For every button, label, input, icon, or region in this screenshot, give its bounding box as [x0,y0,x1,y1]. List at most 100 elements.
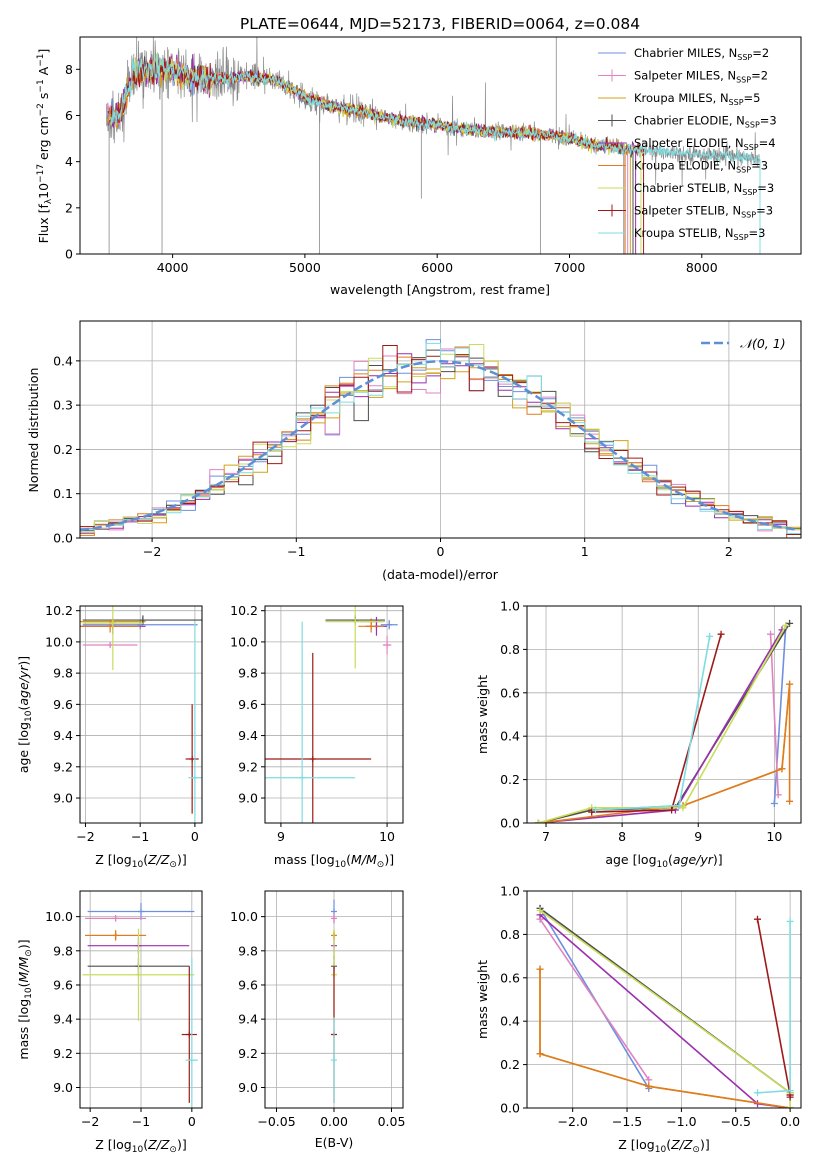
age-vs-mass-ytick-label: 9.6 [238,697,258,712]
age-vs-Z-ytick-label: 10.2 [45,603,73,618]
weight-vs-age-series-chabrier_elodie [538,622,791,823]
residuals-xtick-label: 2 [725,544,733,559]
spectrum-ytick-label: 6 [65,108,73,123]
age-vs-mass-plot-area [265,606,398,823]
residuals-ylabel: Normed distribution [26,368,41,493]
weight-vs-Z-xtick-label: −2.0 [557,1114,587,1129]
mass-vs-EBV-frame-group: −0.05 0.00 0.05 9.0 9.2 9.4 9.6 9.8 10.0 E(B-V) [230,890,405,1150]
legend-label-salpeter_elodie: Salpeter ELODIE, NSSP=4 [634,136,776,152]
legend-label-chabrier_stelib: Chabrier STELIB, NSSP=3 [634,181,774,197]
mass-vs-Z-ytick-label: 10.0 [45,909,73,924]
weight-vs-age-series-chabrier_miles [773,625,787,804]
legend-label-chabrier_miles: Chabrier MILES, NSSP=2 [634,46,769,62]
weight-vs-age-marker-salpeter_stelib [668,806,676,814]
weight-vs-Z-ytick-label: 0.0 [500,1101,520,1116]
residuals-ytick-label: 0.0 [53,531,73,546]
mass-vs-EBV-ytick-label: 9.4 [238,1012,258,1027]
mass-vs-EBV-ytick-label: 10.0 [230,909,258,924]
weight-vs-Z-series-salpeter_stelib [756,919,791,1098]
weight-vs-age-series-chabrier_stelib [538,625,787,823]
residuals-ytick-label: 0.1 [53,486,73,501]
weight-vs-Z-xlabel: Z [log10(Z/Z⊙)] [618,1137,709,1155]
mass-vs-Z-ylabel: mass [log10(M/M⊙)] [16,939,34,1059]
weight-vs-age-axes: 7 8 9 10 0.0 0.2 0.4 0.6 0.8 1.0 age [log10(age/yr… [475,599,802,870]
weight-vs-Z-marker-kroupa_elodie [645,1082,653,1090]
weight-vs-Z-ytick-label: 0.4 [500,1014,520,1029]
weight-vs-age-marker-kroupa_elodie [786,797,794,805]
mass-vs-Z-point-chabrier_miles [138,908,144,915]
mass-vs-Z-plot-area [82,902,198,1108]
mass-vs-EBV-xtick-label: 0.00 [320,1114,348,1129]
age-vs-mass-ytick-label: 10.2 [230,603,258,618]
weight-vs-age-ylabel: mass weight [475,675,490,754]
weight-vs-Z-ytick-label: 0.6 [500,970,520,985]
age-vs-mass-point-chabrier_stelib [352,618,359,625]
weight-vs-Z-series-kroupa_miles [539,969,791,1108]
spectrum-ytick-label: 2 [65,200,73,215]
mass-vs-Z-ytick-label: 9.0 [53,1080,73,1095]
spectrum-axes: 4000 5000 6000 7000 8000 0 2 4 6 8 Chabrier MILES,… [36,36,802,297]
age-vs-Z-ylabel: age [log10(age/yr)] [16,656,34,773]
normal-curve [80,360,799,532]
weight-vs-age-plot-area [534,619,794,823]
mass-vs-Z-xtick-label: 0 [188,1114,196,1129]
residuals-xtick-label: −2 [143,544,161,559]
age-vs-mass-point-salpeter_miles [384,642,391,649]
spectrum-xtick-label: 6000 [421,260,453,275]
weight-vs-Z-marker-salpeter_stelib [754,915,762,923]
age-vs-Z-ytick-label: 9.4 [53,728,73,743]
spectrum-ytick-label: 4 [65,154,73,169]
mass-vs-Z-ytick-label: 9.8 [53,943,73,958]
age-vs-Z-ytick-label: 9.6 [53,697,73,712]
weight-vs-Z-marker-kroupa_elodie [536,1050,544,1058]
weight-vs-age-marker-kroupa_stelib [592,806,599,814]
mass-vs-EBV-point-kroupa_stelib [331,1057,337,1064]
age-vs-mass-xlabel: mass [log10(M/M⊙)] [274,852,394,870]
weight-vs-age-marker-kroupa_elodie [786,680,794,688]
age-vs-Z-plot-area [80,606,202,823]
age-vs-Z-ytick-label: 10.0 [45,634,73,649]
age-vs-mass-point-chabrier_miles [386,621,393,628]
mass-vs-EBV-ytick-label: 9.8 [238,943,258,958]
weight-vs-Z-xtick-label: 0.0 [780,1114,800,1129]
weight-vs-age-marker-chabrier_elodie [786,619,794,627]
age-vs-Z-xtick-label: 0 [191,829,199,844]
residuals-axes: −2 −1 0 1 2 0.0 0.1 0.2 0.3 0.4 𝒩(0, 1) (data-model… [26,320,802,582]
legend-label-kroupa_miles: Kroupa MILES, NSSP=5 [634,91,760,107]
weight-vs-Z-frame [526,890,802,1109]
weight-vs-age-marker-salpeter_miles [767,630,775,638]
weight-vs-Z-series-chabrier_stelib [539,909,791,1108]
mass-vs-EBV-point-salpeter_miles [331,915,337,922]
weight-vs-age-series-kroupa_stelib [595,636,711,811]
residuals-ytick-label: 0.3 [53,398,73,413]
weight-vs-age-marker-chabrier_stelib [679,804,687,812]
age-vs-Z-ytick-label: 9.0 [53,791,73,806]
weight-vs-age-marker-chabrier_stelib [534,819,542,823]
weight-vs-age-series-kroupa_miles [538,684,791,823]
weight-vs-Z-series-salpeter_miles [539,918,650,1081]
residuals-legend-label: 𝒩(0, 1) [740,336,786,351]
mass-vs-EBV-ytick-label: 9.0 [238,1080,258,1095]
mass-vs-EBV-xlabel: E(B-V) [315,1135,354,1150]
spectrum-model-kroupa_stelib [110,52,761,164]
weight-vs-age-series-salpeter_miles [769,634,779,795]
age-vs-Z-point-chabrier_elodie [139,617,146,624]
age-vs-Z-point-kroupa_elodie [107,623,114,630]
mass-vs-Z-xlabel: Z [log10(Z/Z⊙)] [95,1137,186,1155]
mass-vs-EBV-ytick-label: 9.2 [238,1046,258,1061]
mass-vs-Z-axes: −2 −1 0 9.0 9.2 9.4 9.6 9.8 10.0 Z [log10(Z/Z⊙)] m… [16,890,203,1155]
weight-vs-age-marker-kroupa_stelib [675,802,683,810]
weight-vs-Z-ytick-label: 1.0 [500,884,520,899]
mass-vs-Z-ytick-label: 9.6 [53,977,73,992]
age-vs-Z-ytick-label: 9.2 [53,759,73,774]
age-vs-Z-frame [79,605,203,824]
mass-vs-EBV-ytick-label: 9.6 [238,977,258,992]
age-vs-mass-frame [264,605,404,824]
weight-vs-Z-ytick-label: 0.2 [500,1057,520,1072]
spectrum-xlabel: wavelength [Angstrom, rest frame] [330,282,550,297]
spectrum-plot-area [106,37,761,254]
weight-vs-Z-ylabel: mass weight [475,960,490,1039]
legend-label-kroupa_stelib: Kroupa STELIB, NSSP=3 [634,226,765,242]
